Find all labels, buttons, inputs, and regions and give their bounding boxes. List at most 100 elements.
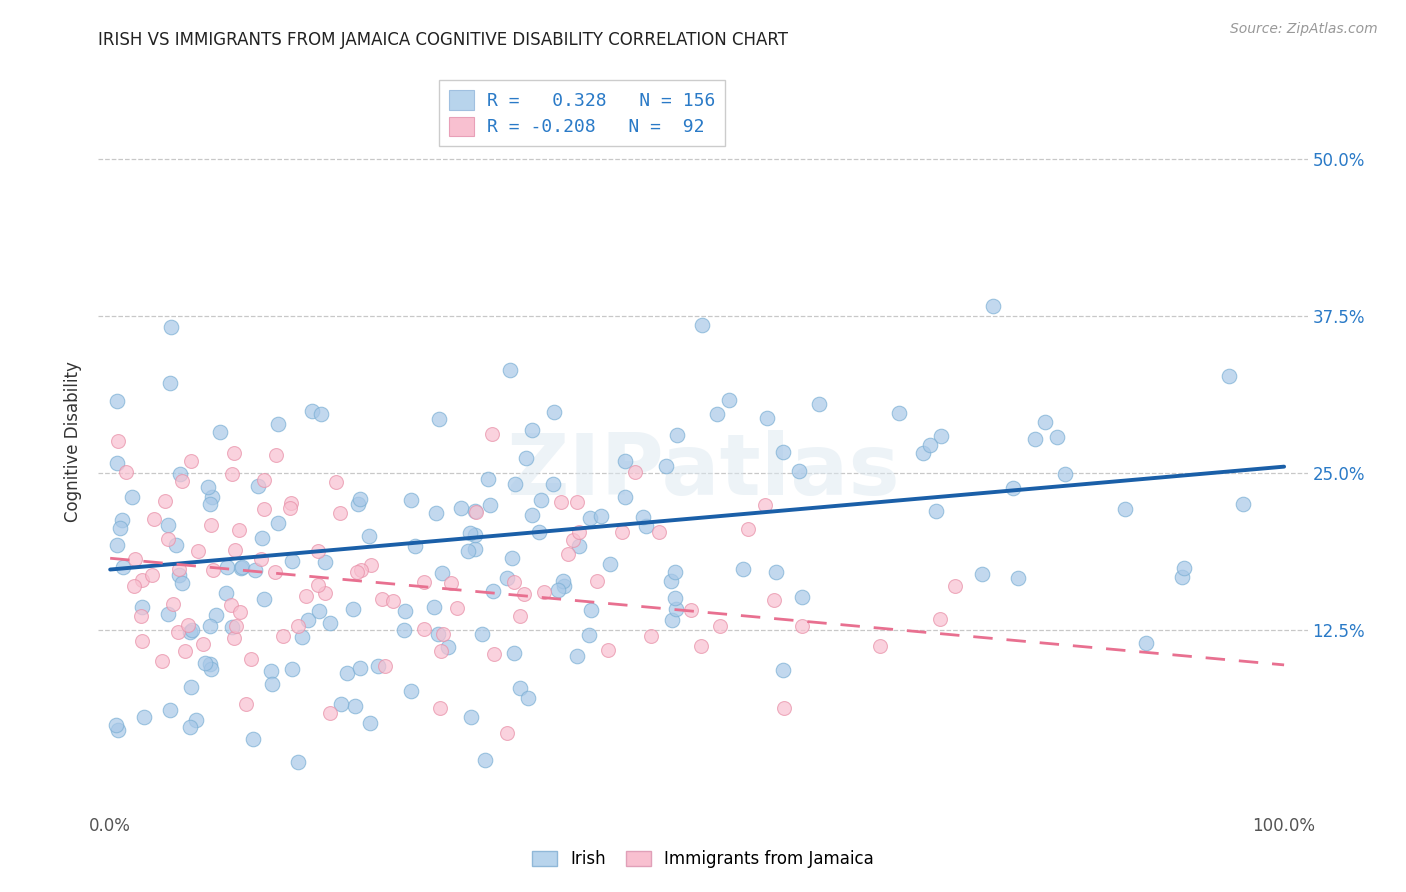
Point xyxy=(374,659,396,673)
Point xyxy=(429,700,451,714)
Point xyxy=(166,624,188,639)
Point xyxy=(496,571,519,585)
Point xyxy=(264,448,287,462)
Point xyxy=(404,540,426,554)
Point xyxy=(640,629,662,643)
Point xyxy=(156,518,179,533)
Point xyxy=(221,467,243,481)
Point xyxy=(235,697,257,711)
Point xyxy=(262,677,284,691)
Point xyxy=(665,601,688,615)
Point xyxy=(309,407,332,421)
Point xyxy=(132,710,155,724)
Point xyxy=(1114,501,1136,516)
Point xyxy=(579,511,602,525)
Point xyxy=(929,612,952,626)
Point xyxy=(169,567,191,582)
Point xyxy=(1033,416,1056,430)
Point xyxy=(228,605,250,619)
Point xyxy=(432,627,454,641)
Point xyxy=(342,601,364,615)
Point xyxy=(503,476,526,491)
Point xyxy=(1054,467,1077,481)
Point xyxy=(509,681,531,695)
Point xyxy=(314,586,336,600)
Point xyxy=(307,578,329,592)
Point xyxy=(807,397,830,411)
Point xyxy=(231,561,253,575)
Point xyxy=(655,458,678,473)
Point xyxy=(160,320,183,334)
Point xyxy=(179,625,201,640)
Point xyxy=(219,599,242,613)
Point xyxy=(105,456,128,470)
Point xyxy=(596,643,619,657)
Point xyxy=(200,662,222,676)
Point xyxy=(170,576,193,591)
Text: IRISH VS IMMIGRANTS FROM JAMAICA COGNITIVE DISABILITY CORRELATION CHART: IRISH VS IMMIGRANTS FROM JAMAICA COGNITI… xyxy=(98,31,789,49)
Point xyxy=(945,579,967,593)
Point xyxy=(457,544,479,558)
Point xyxy=(513,587,536,601)
Point xyxy=(465,505,488,519)
Point xyxy=(399,493,422,508)
Point xyxy=(924,503,946,517)
Legend: Irish, Immigrants from Jamaica: Irish, Immigrants from Jamaica xyxy=(526,844,880,875)
Point xyxy=(249,552,271,566)
Point xyxy=(661,614,683,628)
Point xyxy=(131,608,153,623)
Point xyxy=(367,658,389,673)
Point xyxy=(344,699,367,714)
Point xyxy=(371,591,394,606)
Point xyxy=(568,524,591,539)
Point xyxy=(281,662,304,676)
Point xyxy=(360,558,382,572)
Point xyxy=(664,591,686,605)
Point xyxy=(131,600,153,615)
Point xyxy=(224,631,246,645)
Point xyxy=(1024,432,1046,446)
Point xyxy=(108,521,131,535)
Point xyxy=(124,579,146,593)
Point xyxy=(509,609,531,624)
Point xyxy=(319,616,342,631)
Point xyxy=(499,362,522,376)
Point xyxy=(665,428,688,442)
Point xyxy=(517,691,540,706)
Point xyxy=(648,524,671,539)
Point xyxy=(929,429,952,443)
Point xyxy=(790,590,813,604)
Point xyxy=(586,574,609,588)
Point xyxy=(349,661,371,675)
Point xyxy=(790,619,813,633)
Point xyxy=(111,513,134,527)
Point xyxy=(228,523,250,537)
Point xyxy=(692,318,714,333)
Point xyxy=(717,393,740,408)
Point xyxy=(153,493,176,508)
Point xyxy=(172,475,194,489)
Point xyxy=(478,498,501,512)
Point xyxy=(423,599,446,614)
Point xyxy=(754,499,776,513)
Point xyxy=(346,565,368,579)
Point xyxy=(529,525,551,540)
Point xyxy=(533,585,555,599)
Point xyxy=(205,607,228,622)
Point xyxy=(1135,636,1157,650)
Point xyxy=(208,425,231,439)
Point xyxy=(224,543,246,558)
Point xyxy=(679,603,702,617)
Point xyxy=(247,479,270,493)
Point xyxy=(191,637,214,651)
Point xyxy=(482,647,505,661)
Point xyxy=(543,405,565,419)
Point xyxy=(918,438,941,452)
Point xyxy=(1046,430,1069,444)
Point xyxy=(413,622,436,636)
Point xyxy=(359,716,381,731)
Point xyxy=(115,465,138,479)
Point xyxy=(314,555,336,569)
Point xyxy=(464,504,486,518)
Point xyxy=(250,531,273,545)
